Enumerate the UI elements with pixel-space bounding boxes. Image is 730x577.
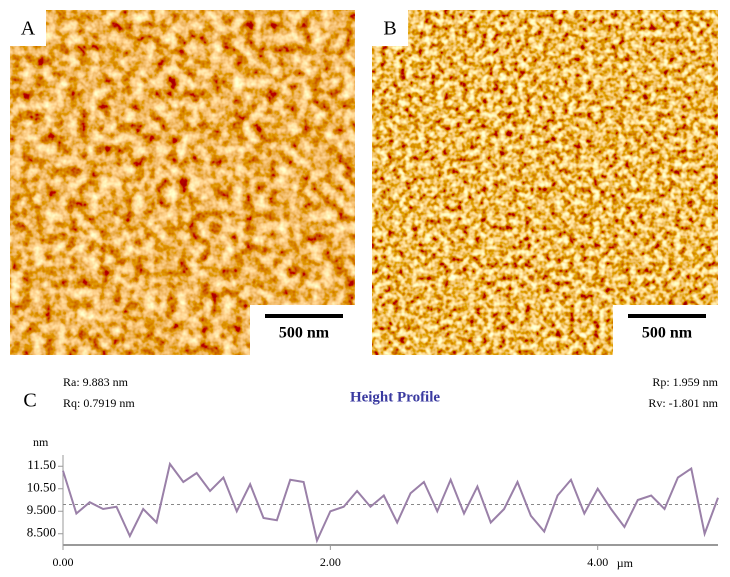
y-tick-label: 8.500: [27, 525, 56, 540]
afm-image: [10, 10, 355, 355]
y-tick-label: 10.50: [27, 480, 56, 495]
x-tick-label: 2.00: [320, 555, 341, 569]
stat: Rp: 1.959 nm: [652, 375, 718, 389]
y-unit: nm: [33, 435, 49, 449]
afm-image: [372, 10, 718, 355]
scale-label: 500 nm: [642, 325, 693, 342]
panel-label: B: [383, 18, 396, 40]
panel-label: C: [23, 390, 36, 412]
x-tick-label: 4.00: [587, 555, 608, 569]
stat: Ra: 9.883 nm: [63, 375, 129, 389]
stat: Rv: -1.801 nm: [648, 396, 718, 410]
chart-title: Height Profile: [350, 389, 440, 405]
stat: Rq: 0.7919 nm: [63, 396, 135, 410]
y-tick-label: 11.50: [27, 457, 56, 472]
x-unit: µm: [617, 556, 634, 570]
y-tick-label: 9.500: [27, 502, 56, 517]
figure: A B 500 nm 500 nm C Height Profile Ra: 9…: [0, 0, 730, 577]
profile-line: [63, 464, 718, 541]
panel-label: A: [21, 18, 36, 40]
x-tick-label: 0.00: [53, 555, 74, 569]
scale-label: 500 nm: [279, 325, 330, 342]
